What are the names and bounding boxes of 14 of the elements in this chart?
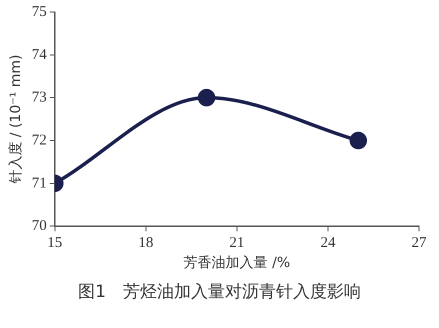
x-tick-label: 27 [412,235,427,252]
y-tick-label: 72 [32,132,47,148]
y-tick-label: 70 [32,218,47,234]
y-axis-title: 针入度 / (10⁻¹ mm) [8,54,24,185]
x-tick-label: 18 [138,235,154,252]
x-tick-label: 21 [229,235,244,252]
y-tick-label: 73 [32,90,47,106]
x-tick-label: 15 [47,235,62,252]
text: 图1 芳烃油加入量对沥青针入度影响 [77,281,362,303]
y-tick-label: 71 [32,175,47,192]
y-tick-label: 75 [32,4,47,20]
x-tick-label: 24 [320,235,336,252]
x-axis-title: 芳香油加入量 /% [184,255,290,272]
y-tick-label: 74 [32,46,48,63]
